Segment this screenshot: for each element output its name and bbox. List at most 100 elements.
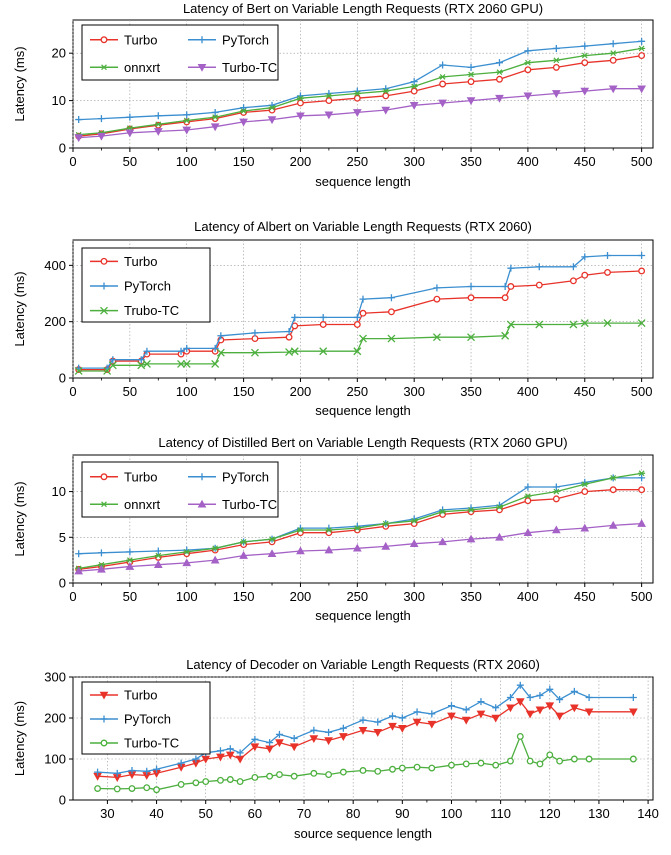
data-point: [535, 320, 544, 329]
x-tick-label: 150: [233, 154, 255, 169]
data-point: [359, 716, 367, 724]
data-point: [97, 561, 105, 568]
data-point: [382, 520, 390, 527]
x-tick-label: 100: [176, 154, 198, 169]
data-point: [569, 277, 577, 285]
legend-marker: [100, 501, 108, 508]
data-point: [126, 548, 134, 556]
x-tick-label: 450: [574, 384, 596, 399]
data-point: [319, 321, 327, 328]
data-point: [628, 708, 638, 717]
data-point: [113, 785, 121, 793]
legend: Turbo PyTorch Trubo-TC: [81, 247, 211, 323]
data-point: [290, 347, 299, 356]
x-tick-label: 200: [290, 589, 312, 604]
data-point: [609, 486, 617, 494]
data-point: [467, 294, 475, 302]
legend-label: Turbo: [124, 469, 157, 484]
data-point: [143, 784, 151, 792]
series-onnxrt: [75, 45, 646, 138]
x-tick-label: 450: [574, 589, 596, 604]
legend-marker: [197, 499, 207, 508]
data-point: [524, 483, 532, 491]
data-point: [581, 271, 589, 279]
data-point: [467, 63, 475, 71]
data-point: [374, 767, 382, 775]
data-point: [373, 729, 383, 737]
x-tick-label: 50: [198, 806, 212, 821]
data-point: [552, 44, 560, 52]
data-point: [526, 757, 534, 765]
decoder-latency-chart: Latency of Decoder on Variable Length Re…: [12, 657, 659, 841]
data-point: [410, 83, 418, 90]
y-tick-label: 200: [44, 314, 66, 329]
x-tick-label: 250: [346, 154, 368, 169]
data-point: [552, 63, 560, 71]
data-point: [637, 85, 646, 94]
data-point: [439, 74, 447, 80]
data-point: [268, 536, 276, 542]
data-point: [524, 66, 532, 74]
x-tick-label: 0: [69, 384, 76, 399]
data-point: [412, 718, 422, 727]
x-tick-label: 500: [631, 589, 653, 604]
legend-item: PyTorch: [188, 469, 269, 484]
data-point: [580, 319, 589, 328]
x-tick-label: 50: [123, 384, 137, 399]
data-point: [338, 733, 348, 741]
data-point: [570, 755, 578, 763]
data-point: [154, 547, 162, 555]
data-point: [409, 539, 419, 547]
x-axis-label: sequence length: [315, 174, 410, 189]
data-point: [275, 771, 283, 779]
data-point: [570, 704, 579, 713]
legend: Turbo PyTorch onnxrt Turbo-TC: [81, 461, 279, 518]
legend-label: Turbo-TC: [124, 736, 179, 751]
data-point: [585, 694, 593, 701]
data-point: [374, 718, 382, 726]
data-point: [535, 263, 543, 271]
y-tick-label: 300: [44, 670, 66, 685]
data-point: [128, 785, 136, 792]
data-point: [296, 546, 305, 555]
data-point: [97, 564, 106, 573]
data-point: [609, 474, 617, 481]
data-point: [142, 359, 151, 368]
data-point: [154, 552, 162, 559]
data-point: [495, 94, 504, 103]
data-point: [523, 92, 533, 101]
legend-label: PyTorch: [124, 712, 171, 727]
legend-box: [81, 461, 279, 518]
data-point: [324, 545, 334, 554]
data-point: [153, 128, 163, 136]
data-point: [466, 97, 476, 106]
data-point: [353, 90, 361, 97]
data-point: [506, 320, 515, 329]
data-point: [448, 761, 455, 769]
x-tick-label: 200: [290, 384, 312, 399]
series-turbo-tc: [94, 732, 637, 794]
data-point: [359, 767, 367, 774]
legend-item: Turbo-TC: [188, 497, 277, 512]
data-point: [182, 359, 191, 368]
legend-item: Turbo-TC: [188, 60, 277, 75]
x-tick-label: 300: [403, 154, 425, 169]
data-point: [266, 772, 274, 780]
data-point: [467, 506, 475, 513]
data-point: [477, 759, 485, 767]
data-point: [506, 694, 514, 701]
data-point: [516, 681, 524, 689]
data-point: [113, 769, 121, 777]
distilled-bert-latency-chart: Latency of Distilled Bert on Variable Le…: [12, 435, 654, 623]
legend-marker: [100, 64, 108, 71]
data-point: [183, 111, 191, 119]
data-point: [339, 724, 347, 732]
data-point: [555, 712, 564, 721]
legend-label: Trubo-TC: [124, 303, 179, 318]
data-point: [410, 517, 418, 524]
legend-item: Turbo: [90, 469, 157, 484]
data-point: [285, 328, 293, 336]
data-point: [177, 347, 185, 355]
legend-item: Turbo: [90, 688, 157, 703]
